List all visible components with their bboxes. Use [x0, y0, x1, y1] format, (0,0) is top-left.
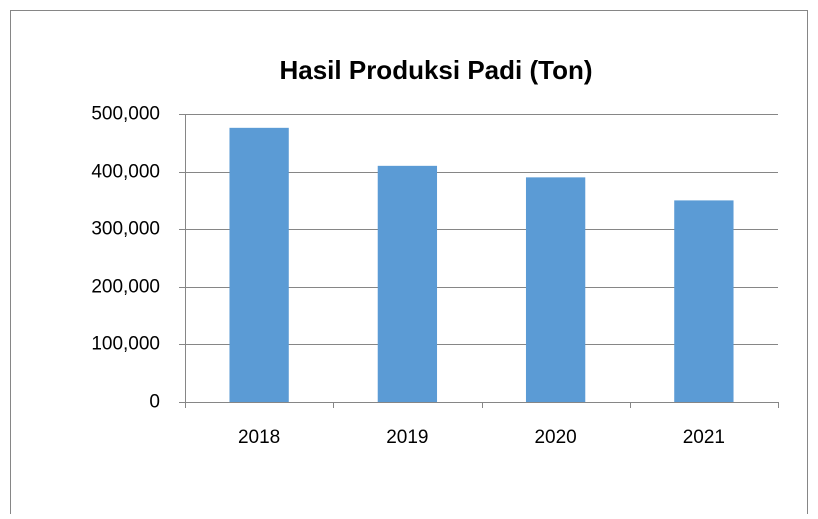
x-tick-label: 2018 — [238, 427, 280, 448]
y-tick-label: 400,000 — [91, 162, 160, 183]
x-tick-label: 2021 — [683, 427, 725, 448]
bar — [377, 165, 438, 402]
bar — [229, 127, 289, 402]
y-tick-label: 100,000 — [91, 334, 160, 355]
x-tick-label: 2020 — [534, 427, 576, 448]
y-tick-label: 0 — [149, 392, 160, 413]
y-tick-label: 500,000 — [91, 104, 160, 125]
chart-title: Hasil Produksi Padi (Ton) — [279, 55, 592, 85]
bar — [525, 177, 586, 402]
y-tick-label: 200,000 — [91, 277, 160, 298]
x-tick-label: 2019 — [386, 427, 428, 448]
y-tick-label: 300,000 — [91, 219, 160, 240]
bar — [674, 200, 734, 402]
